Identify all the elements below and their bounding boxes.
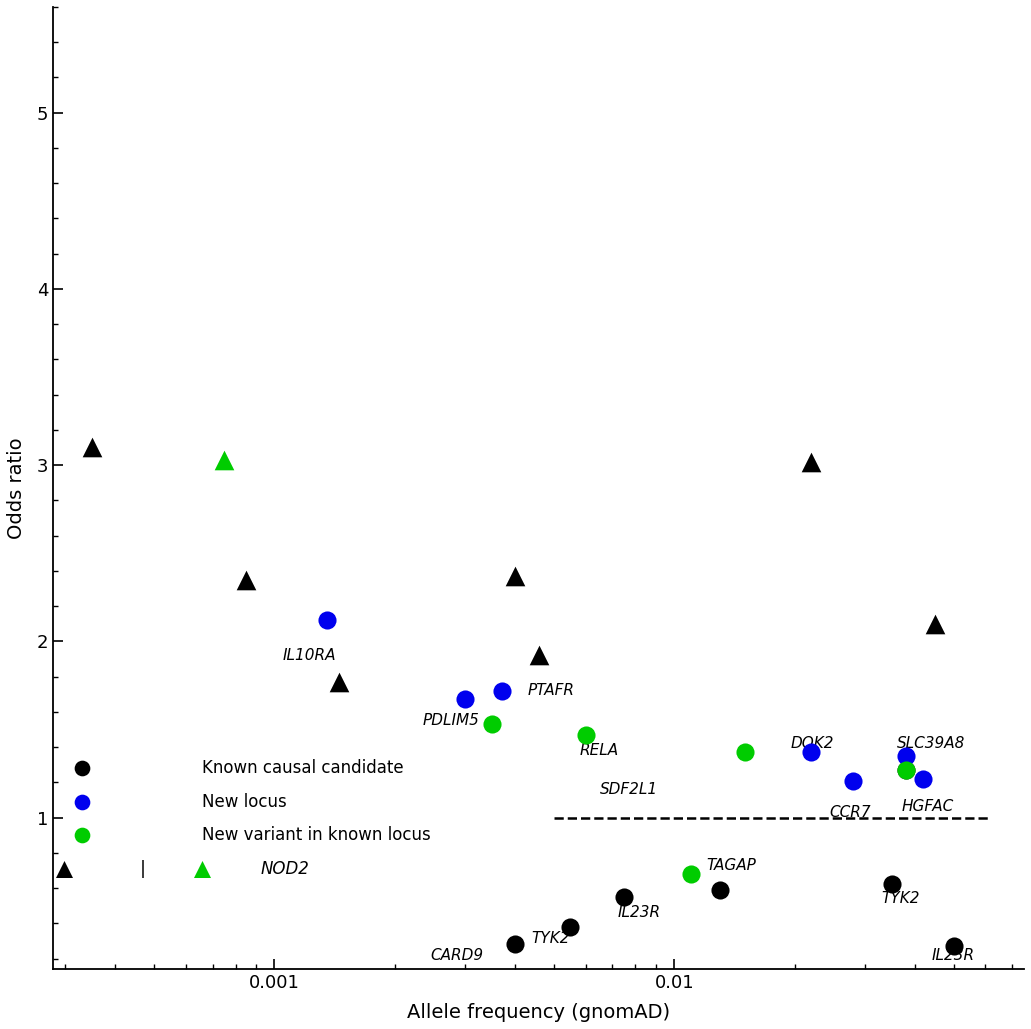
Point	[73, 760, 90, 777]
Text: NOD2: NOD2	[261, 859, 309, 878]
Text: TAGAP: TAGAP	[706, 857, 756, 873]
Point	[84, 439, 100, 456]
Point	[194, 860, 210, 877]
Point	[507, 568, 524, 584]
Text: RELA: RELA	[579, 743, 619, 758]
Text: PDLIM5: PDLIM5	[423, 713, 479, 729]
Point	[507, 936, 524, 953]
Point	[898, 748, 914, 765]
Point	[898, 761, 914, 778]
Point	[457, 691, 473, 708]
Point	[3, 104, 20, 120]
Point	[844, 773, 861, 789]
Text: IL23R: IL23R	[618, 906, 660, 920]
Text: TYK2: TYK2	[532, 931, 570, 946]
Point	[736, 744, 753, 760]
Point	[562, 919, 578, 935]
Text: PTAFR: PTAFR	[528, 683, 574, 698]
Point	[56, 860, 72, 877]
Text: IL23R: IL23R	[931, 949, 974, 963]
Point	[916, 771, 932, 787]
Point	[217, 452, 233, 468]
Text: New variant in known locus: New variant in known locus	[202, 826, 431, 844]
Point	[73, 793, 90, 810]
Point	[927, 615, 943, 632]
Point	[238, 571, 255, 588]
Text: |: |	[140, 859, 145, 878]
Point	[494, 682, 510, 699]
Point	[711, 882, 728, 898]
Text: New locus: New locus	[202, 792, 287, 811]
Text: SLC39A8: SLC39A8	[897, 736, 965, 751]
Point	[577, 726, 594, 743]
Point	[884, 877, 900, 893]
Text: CARD9: CARD9	[430, 949, 484, 963]
Text: TYK2: TYK2	[882, 891, 920, 907]
Point	[319, 612, 335, 629]
Point	[484, 716, 500, 733]
Text: CCR7: CCR7	[830, 805, 871, 820]
Text: HGFAC: HGFAC	[901, 800, 954, 815]
Point	[683, 865, 699, 882]
Point	[531, 647, 547, 664]
Text: SDF2L1: SDF2L1	[599, 782, 658, 796]
Point	[331, 674, 347, 690]
Point	[803, 454, 820, 470]
Text: IL10RA: IL10RA	[282, 648, 336, 663]
Text: DOK2: DOK2	[790, 736, 834, 751]
Point	[617, 889, 633, 906]
Point	[73, 827, 90, 844]
X-axis label: Allele frequency (gnomAD): Allele frequency (gnomAD)	[407, 1003, 670, 1022]
Point	[803, 744, 820, 760]
Text: Known causal candidate: Known causal candidate	[202, 759, 404, 777]
Y-axis label: Odds ratio: Odds ratio	[7, 437, 26, 539]
Point	[898, 761, 914, 778]
Point	[945, 938, 962, 955]
